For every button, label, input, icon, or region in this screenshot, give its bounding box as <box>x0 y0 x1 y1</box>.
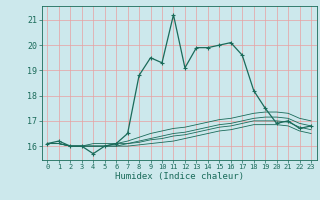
X-axis label: Humidex (Indice chaleur): Humidex (Indice chaleur) <box>115 172 244 181</box>
